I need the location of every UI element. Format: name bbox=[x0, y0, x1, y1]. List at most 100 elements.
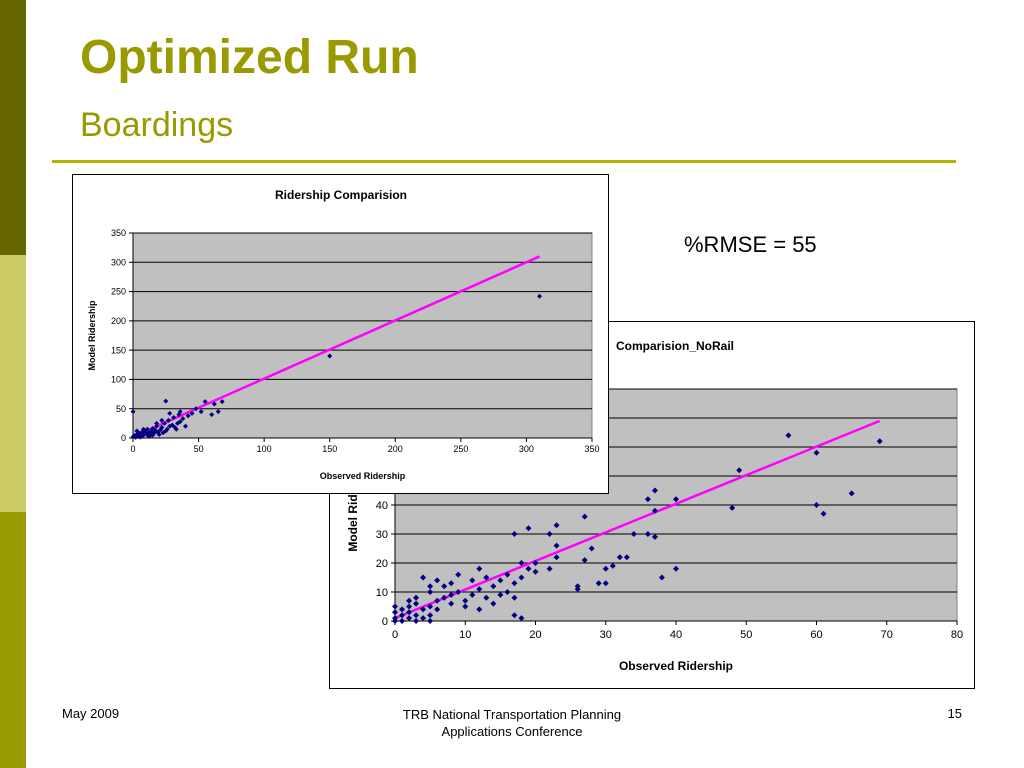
chart-ridership-point bbox=[173, 426, 179, 432]
chart-ridership-point bbox=[154, 423, 160, 429]
chart-norail-point bbox=[518, 615, 525, 622]
chart-ridership-point bbox=[327, 353, 333, 359]
footer-conference-line1: TRB National Transportation Planning bbox=[402, 707, 622, 722]
chart-norail-point bbox=[476, 565, 483, 572]
chart-norail-point bbox=[420, 606, 427, 613]
chart-norail-point bbox=[392, 615, 398, 622]
title-divider bbox=[52, 160, 956, 163]
chart-norail-point bbox=[532, 568, 539, 575]
chart-norail-point bbox=[602, 580, 609, 587]
chart-norail-point bbox=[644, 531, 651, 537]
chart-ridership-point bbox=[202, 399, 208, 405]
chart-norail-point bbox=[651, 533, 658, 540]
chart-norail-x-tick-label: 50 bbox=[740, 629, 752, 641]
chart-ridership-point bbox=[193, 406, 199, 412]
chart-norail-point bbox=[504, 589, 511, 595]
chart-ridership-point bbox=[165, 417, 171, 423]
chart-norail-point bbox=[420, 574, 427, 581]
chart-norail-point bbox=[441, 583, 448, 590]
chart-ridership-trendline bbox=[132, 255, 541, 438]
chart-norail-point bbox=[581, 513, 588, 520]
chart-norail-point bbox=[469, 591, 476, 598]
chart-ridership-point bbox=[140, 426, 146, 432]
chart-ridership-svg: 0 50 100 150 200 250 300 350 0 50 100 150 200 250 300 3… bbox=[87, 188, 600, 481]
chart-norail-point bbox=[729, 504, 736, 511]
chart-ridership-point bbox=[215, 409, 221, 415]
chart-norail-point bbox=[434, 577, 441, 584]
chart-norail-x-tick-label: 30 bbox=[600, 629, 612, 641]
chart-norail-point bbox=[490, 600, 497, 607]
sidebar-stripe-bottom bbox=[0, 512, 26, 768]
chart-ridership-point bbox=[146, 430, 152, 436]
chart-norail-point bbox=[406, 615, 413, 622]
chart-ridership-x-tick-label: 200 bbox=[388, 444, 403, 454]
chart-norail-point bbox=[497, 577, 504, 584]
chart-norail-x-tick-label: 70 bbox=[881, 629, 893, 641]
chart-ridership-point bbox=[537, 293, 543, 299]
chart-norail-point bbox=[427, 603, 434, 610]
chart-norail-point bbox=[574, 583, 581, 590]
chart-norail-point bbox=[427, 583, 434, 590]
chart-ridership-point bbox=[131, 433, 137, 439]
chart-norail-x-tick-label: 60 bbox=[810, 629, 822, 641]
chart-norail-point bbox=[616, 554, 623, 561]
chart-norail-y-tick-label: 10 bbox=[376, 587, 388, 599]
chart-norail-point bbox=[553, 522, 560, 529]
chart-ridership-point bbox=[158, 427, 164, 433]
chart-ridership-point bbox=[189, 410, 195, 416]
chart-ridership-y-tick-label: 250 bbox=[111, 287, 126, 297]
chart-norail-point bbox=[518, 560, 525, 566]
chart-norail-point bbox=[441, 594, 448, 601]
chart-ridership-point bbox=[180, 416, 186, 422]
chart-ridership-y-tick-label: 200 bbox=[111, 316, 126, 326]
chart-norail-point bbox=[406, 597, 413, 604]
chart-norail-point bbox=[434, 606, 441, 613]
chart-ridership-y-tick-label: 100 bbox=[111, 375, 126, 385]
chart-norail-y-tick-label: 40 bbox=[376, 500, 388, 512]
chart-norail-point bbox=[420, 615, 427, 622]
chart-norail-point bbox=[511, 580, 518, 587]
chart-norail-x-tick-label: 80 bbox=[951, 629, 963, 641]
chart-norail-point bbox=[448, 580, 455, 587]
chart-norail-y-tick-label: 20 bbox=[376, 558, 388, 570]
chart-norail-point bbox=[392, 603, 398, 610]
slide-subtitle: Boardings bbox=[80, 106, 234, 144]
chart-ridership-point bbox=[144, 426, 150, 432]
chart-norail-point bbox=[651, 487, 658, 494]
chart-norail-point bbox=[581, 557, 588, 564]
chart-norail-point bbox=[497, 591, 504, 598]
chart-norail-point bbox=[511, 594, 518, 601]
chart-norail-point bbox=[848, 490, 855, 497]
chart-norail-point bbox=[504, 571, 511, 578]
chart-norail-point bbox=[469, 577, 476, 584]
chart-norail-point bbox=[546, 565, 553, 572]
chart-ridership-point bbox=[161, 420, 167, 426]
chart-norail-x-tick-label: 0 bbox=[392, 629, 398, 641]
chart-norail-point bbox=[813, 502, 820, 508]
chart-norail-title: Comparision_NoRail bbox=[616, 339, 734, 353]
chart-ridership-point bbox=[167, 410, 173, 416]
chart-norail-point bbox=[427, 589, 434, 595]
chart-norail-point bbox=[392, 609, 398, 616]
chart-norail-point bbox=[673, 565, 679, 572]
chart-norail-point bbox=[553, 554, 560, 561]
chart-norail-point bbox=[399, 612, 406, 619]
chart-norail-point bbox=[518, 574, 525, 581]
chart-ridership-point bbox=[151, 430, 157, 436]
chart-ridership-x-tick-label: 300 bbox=[519, 444, 534, 454]
chart-norail-point bbox=[595, 580, 602, 587]
chart-ridership-point bbox=[167, 423, 173, 429]
chart-norail-point bbox=[546, 531, 553, 537]
chart-norail-point bbox=[462, 597, 469, 604]
chart-ridership-point bbox=[137, 434, 143, 440]
chart-norail-point bbox=[602, 565, 609, 572]
chart-ridership-point bbox=[176, 412, 182, 418]
chart-norail-point bbox=[455, 589, 462, 595]
chart-norail-point bbox=[490, 583, 497, 590]
chart-ridership-point bbox=[185, 413, 191, 419]
chart-norail-point bbox=[820, 510, 827, 517]
chart-ridership-x-tick-label: 50 bbox=[194, 444, 204, 454]
chart-norail-point bbox=[623, 554, 630, 561]
chart-norail-x-tick-label: 20 bbox=[529, 629, 541, 641]
chart-ridership-x-tick-label: 150 bbox=[322, 444, 337, 454]
